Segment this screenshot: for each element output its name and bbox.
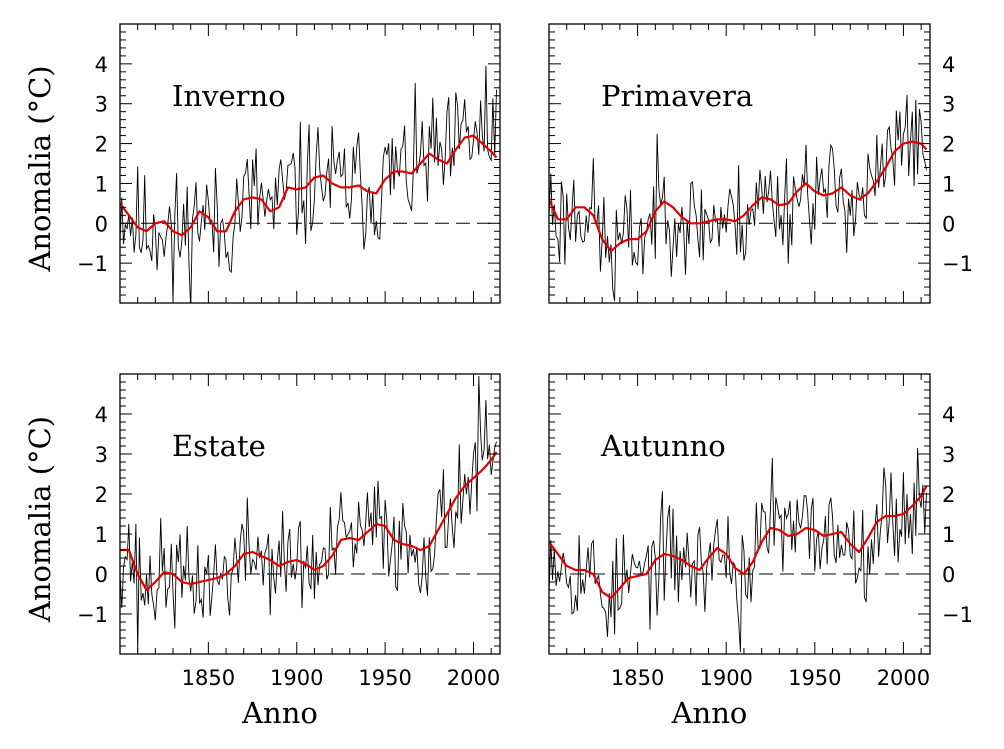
y-axis-title: Anomalia (°C) [23,65,57,272]
x-tick-label: 1850 [611,666,664,690]
x-axis-title: Anno [241,696,318,730]
x-tick-label: 1950 [358,666,411,690]
smoothed-trend-line [120,451,498,592]
y-tick-label: 1 [942,172,955,196]
plot-frame [119,373,501,655]
y-tick-label: 4 [95,53,108,77]
y-tick-label: −1 [77,603,108,627]
y-tick-label: 0 [95,563,108,587]
y-tick-label: −1 [942,252,973,276]
y-tick-label: 3 [942,443,955,467]
x-axis-title: Anno [671,696,748,730]
y-tick-label: −1 [942,603,973,627]
smoothed-trend-line [549,485,928,600]
panels-group: −1 0 1 2 3 4 Inverno Anomalia (°C) −1 0 1 2 3 4 Primav… [23,23,973,730]
y-tick-label: 2 [942,133,955,157]
y-tick-label: 2 [942,483,955,507]
panel-title: Primavera [601,79,753,113]
panel-autunno: −1 0 1 2 3 4 1850 1900 1950 2000 Autunno Anno [548,373,973,730]
y-tick-label: 0 [942,563,955,587]
y-tick-label: 1 [95,523,108,547]
panel-estate: −1 0 1 2 3 4 1850 1900 1950 2000 Estate Anomalia (°… [23,373,501,730]
panel-title: Autunno [600,429,726,463]
y-tick-label: 0 [95,212,108,236]
smoothed-trend-line [549,140,928,253]
plot-frame [119,23,501,304]
panel-inverno: −1 0 1 2 3 4 Inverno Anomalia (°C) [23,23,501,304]
y-tick-label: 0 [942,212,955,236]
annual-series-line [549,94,927,302]
panel-primavera: −1 0 1 2 3 4 Primavera [548,23,973,304]
annual-series-line [120,375,497,653]
x-tick-label: 1950 [788,666,841,690]
y-tick-label: 4 [942,403,955,427]
y-axis-title: Anomalia (°C) [23,416,57,623]
y-tick-label: −1 [77,252,108,276]
y-tick-label: 3 [95,443,108,467]
x-tick-label: 2000 [877,666,930,690]
annual-series-line [549,447,927,653]
y-tick-label: 2 [95,133,108,157]
panel-title: Inverno [172,79,286,113]
x-tick-label: 2000 [447,666,500,690]
y-tick-label: 2 [95,483,108,507]
y-tick-label: 3 [942,93,955,117]
x-tick-label: 1850 [182,666,235,690]
y-tick-label: 3 [95,93,108,117]
plot-frame [548,373,931,655]
panel-title: Estate [172,429,266,463]
y-tick-label: 1 [942,523,955,547]
annual-series-line [120,65,497,303]
y-tick-label: 1 [95,172,108,196]
smoothed-trend-line [120,134,498,237]
y-tick-label: 4 [95,403,108,427]
x-tick-label: 1900 [699,666,752,690]
x-tick-label: 1900 [270,666,323,690]
y-tick-label: 4 [942,53,955,77]
plot-frame [548,23,931,304]
